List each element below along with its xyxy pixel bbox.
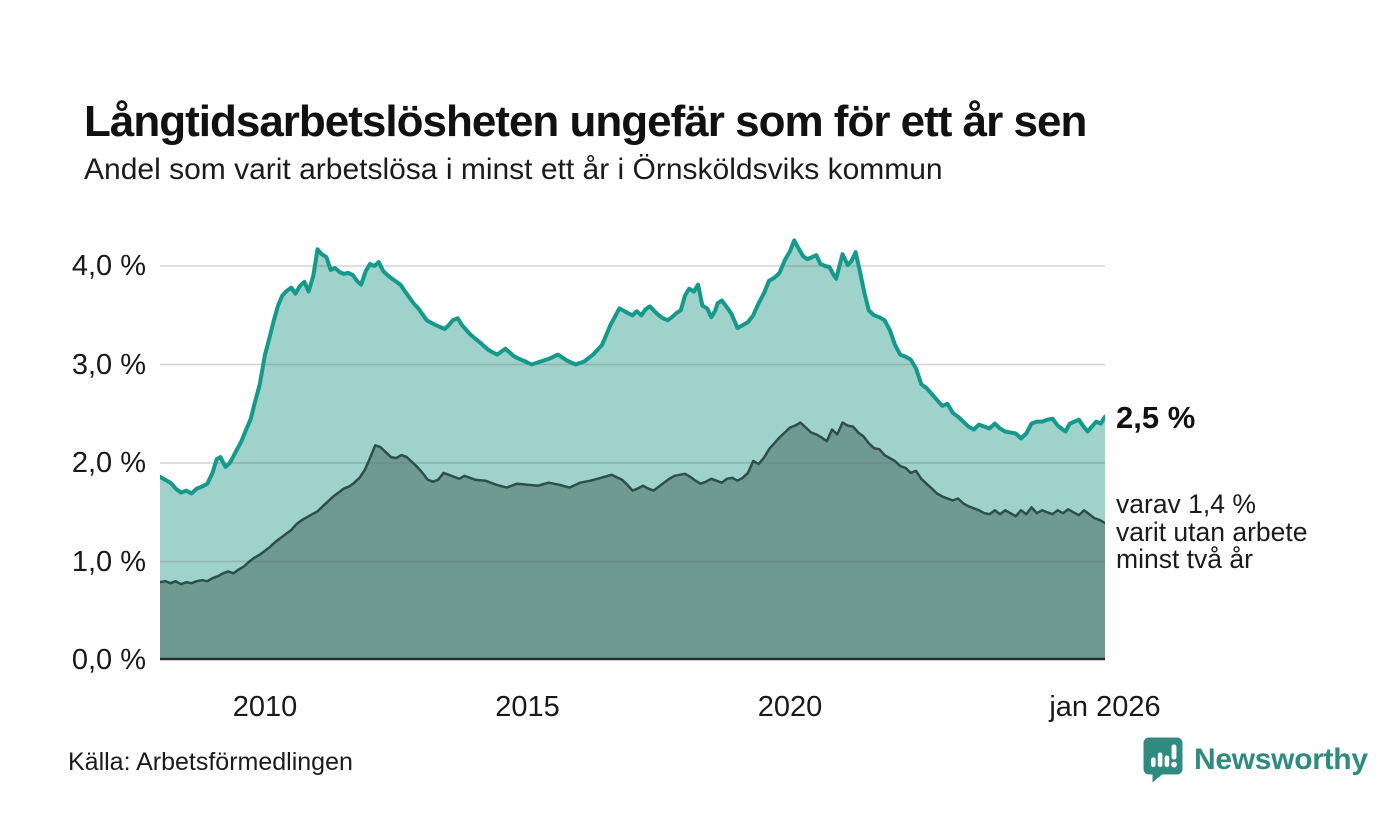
newsworthy-speech-bubble-chart-icon [1142,736,1184,783]
speech-bubble-shape [1143,737,1183,783]
latest-detail-line: varit utan arbete [1116,516,1308,547]
latest-value-label: 2,5 % [1116,400,1196,435]
y-tick-label: 3,0 % [71,348,146,381]
latest-detail-label: varav 1,4 % varit utan arbete minst två … [1116,489,1308,574]
page-title: Långtidsarbetslösheten ungefär som för e… [84,97,1087,147]
x-tick-label: jan 2026 [1049,691,1161,723]
series-line-1 [160,421,1105,586]
chart-subtitle: Andel som varit arbetslösa i minst ett å… [84,153,943,186]
series-line-0 [160,238,1105,496]
y-tick-label: 1,0 % [71,545,146,578]
y-tick-label: 0,0 % [71,644,146,676]
series-area-1 [160,422,1105,660]
source-credit: Källa: Arbetsförmedlingen [68,748,353,776]
latest-detail-line: minst två år [1116,544,1253,574]
y-tick-label: 2,0 % [71,447,146,479]
area-chart [160,238,1105,661]
x-tick-label: 2015 [495,691,560,723]
latest-detail-line: varav 1,4 % [1116,489,1256,519]
y-tick-label: 4,0 % [71,250,146,282]
x-tick-label: 2020 [757,691,823,723]
x-tick-label: 2010 [232,691,298,723]
newsworthy-logo[interactable]: Newsworthy [1142,736,1368,783]
brand-name: Newsworthy [1194,742,1368,776]
